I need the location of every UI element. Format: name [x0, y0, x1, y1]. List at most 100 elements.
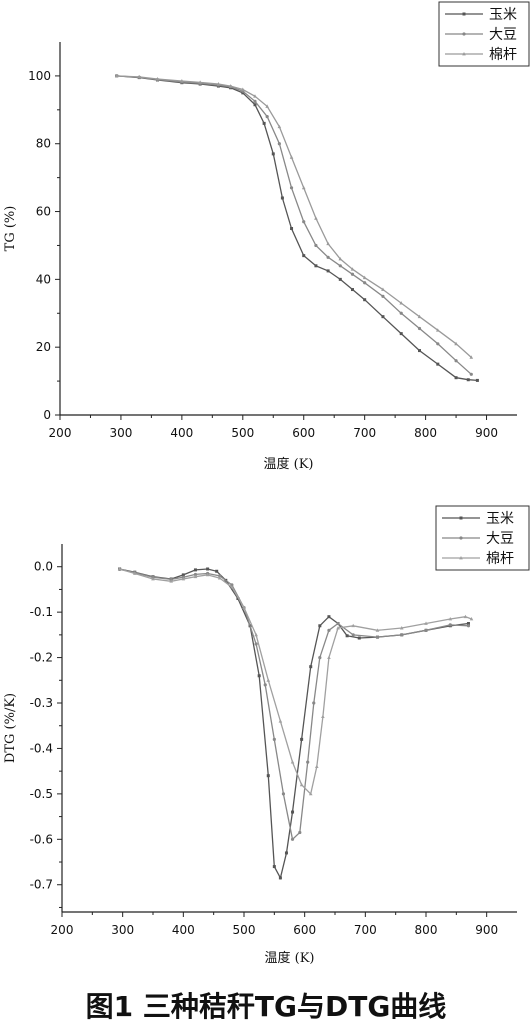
- data-point: [327, 628, 331, 632]
- data-point: [306, 760, 310, 764]
- data-point: [466, 378, 470, 382]
- data-point: [266, 774, 270, 778]
- data-point: [454, 359, 458, 363]
- legend-label-3: 棉杆: [486, 550, 514, 567]
- data-point: [262, 121, 266, 125]
- x-tick-label: 300: [109, 426, 132, 440]
- data-point: [218, 574, 222, 578]
- data-point: [327, 615, 331, 619]
- series-line-3: [116, 75, 472, 358]
- legend-label-2: 大豆: [486, 531, 514, 547]
- data-point: [326, 255, 330, 259]
- y-tick-label: -0.4: [30, 741, 53, 755]
- y-tick-label: -0.5: [30, 787, 53, 801]
- data-point: [265, 115, 269, 119]
- y-tick-label: 0: [43, 408, 51, 422]
- x-tick-label: 400: [170, 426, 193, 440]
- data-point: [281, 792, 286, 796]
- data-point: [151, 576, 155, 581]
- data-point: [469, 616, 474, 621]
- x-axis-title: 温度 (K): [265, 950, 315, 966]
- data-point: [345, 634, 349, 638]
- data-point: [290, 227, 294, 230]
- data-point: [217, 576, 222, 580]
- legend-label-1: 玉米: [486, 511, 514, 527]
- data-point: [400, 633, 404, 637]
- y-tick-label: 0.0: [34, 560, 53, 574]
- y-tick-label: 40: [36, 272, 51, 286]
- data-point: [206, 567, 210, 571]
- x-tick-label: 400: [172, 923, 195, 937]
- x-tick-label: 200: [49, 426, 72, 440]
- data-point: [266, 678, 271, 682]
- data-point: [399, 626, 404, 630]
- y-tick-label: -0.1: [30, 605, 53, 619]
- legend-marker: [462, 12, 466, 16]
- data-point: [314, 243, 318, 248]
- data-point: [315, 764, 319, 769]
- y-tick-label: -0.7: [30, 878, 53, 892]
- data-point: [417, 326, 422, 331]
- y-tick-label: -0.2: [30, 651, 53, 665]
- data-point: [309, 665, 313, 669]
- x-axis-title: 温度 (K): [264, 456, 314, 472]
- data-point: [169, 579, 173, 583]
- data-point: [278, 876, 282, 880]
- y-tick-label: 80: [36, 137, 51, 151]
- y-tick-label: 60: [36, 205, 51, 219]
- data-point: [271, 152, 275, 156]
- data-point: [454, 341, 458, 346]
- data-point: [230, 585, 234, 589]
- data-point: [338, 277, 342, 281]
- series-line-2: [116, 75, 472, 375]
- data-point: [363, 298, 367, 302]
- data-point: [137, 74, 142, 79]
- data-point: [448, 616, 453, 621]
- data-point: [114, 73, 119, 78]
- data-point: [302, 254, 306, 258]
- data-point: [381, 287, 385, 291]
- data-point: [375, 635, 380, 639]
- series-line-1: [116, 75, 478, 382]
- data-point: [338, 257, 343, 261]
- legend-label-3: 棉杆: [489, 46, 517, 63]
- data-point: [230, 583, 234, 587]
- data-point: [117, 566, 122, 571]
- series-line-3: [119, 568, 472, 796]
- data-point: [290, 760, 295, 764]
- data-point: [253, 94, 257, 98]
- data-point: [326, 241, 330, 246]
- data-point: [436, 342, 440, 346]
- data-point: [215, 569, 219, 573]
- x-tick-label: 900: [475, 923, 498, 937]
- data-point: [399, 301, 404, 305]
- y-tick-label: 20: [36, 340, 51, 354]
- legend-label-1: 玉米: [489, 7, 517, 23]
- data-point: [263, 683, 267, 687]
- data-point: [350, 272, 355, 276]
- data-point: [254, 632, 258, 637]
- data-point: [327, 655, 331, 659]
- legend-marker: [462, 52, 466, 56]
- data-point: [454, 376, 458, 380]
- data-point: [418, 349, 422, 353]
- data-point: [321, 714, 325, 719]
- data-point: [205, 572, 210, 577]
- data-point: [298, 830, 302, 835]
- data-point: [381, 294, 385, 298]
- legend-label-2: 大豆: [489, 27, 517, 43]
- x-tick-label: 600: [292, 426, 315, 440]
- x-tick-label: 200: [51, 923, 74, 937]
- data-point: [272, 737, 276, 741]
- data-point: [351, 623, 355, 628]
- data-point: [318, 655, 322, 660]
- x-tick-label: 500: [231, 426, 254, 440]
- data-point: [435, 328, 440, 332]
- data-point: [193, 574, 198, 579]
- y-tick-label: -0.6: [30, 832, 53, 846]
- data-point: [241, 87, 245, 91]
- data-point: [180, 78, 184, 83]
